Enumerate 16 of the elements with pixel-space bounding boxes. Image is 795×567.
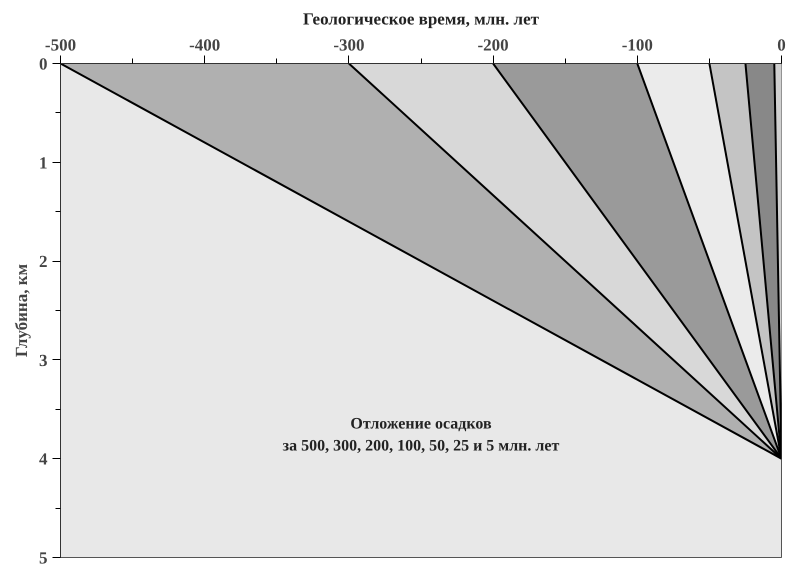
annotation: Отложение осадков xyxy=(350,416,492,433)
chart-title: Геологическое время, млн. лет xyxy=(303,10,540,28)
y-axis-title: Глубина, км xyxy=(12,263,31,358)
y-tick-label: 1 xyxy=(39,153,48,172)
x-tick-label: -100 xyxy=(622,36,653,54)
annotation: за 500, 300, 200, 100, 50, 25 и 5 млн. лет xyxy=(282,438,560,455)
y-tick-label: 2 xyxy=(39,252,48,272)
x-tick-label: -300 xyxy=(333,36,364,54)
x-tick-label: -500 xyxy=(44,36,76,54)
y-tick-label: 4 xyxy=(39,450,48,469)
x-tick-label: -400 xyxy=(189,36,220,54)
y-tick-label: 5 xyxy=(39,548,48,567)
y-tick-label: 0 xyxy=(39,54,48,74)
y-tick-label: 3 xyxy=(39,350,48,370)
x-tick-label: -200 xyxy=(478,36,509,54)
x-tick-label: 0 xyxy=(777,36,786,54)
